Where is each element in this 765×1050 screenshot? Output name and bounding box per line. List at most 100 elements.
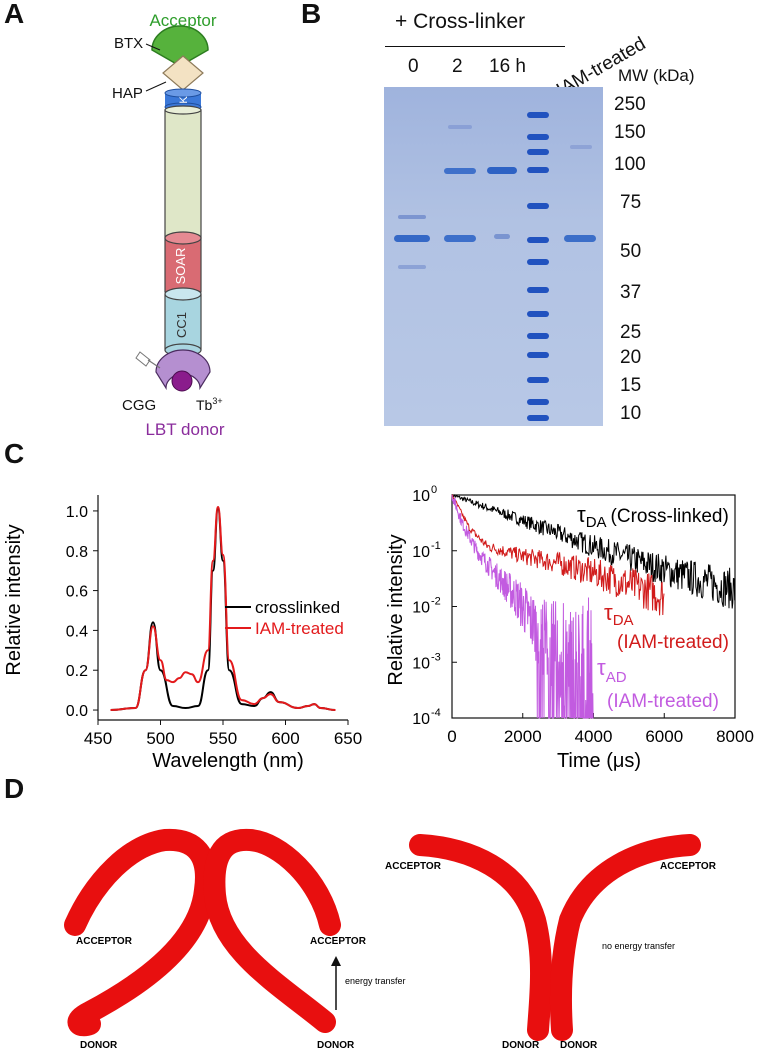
cgg-label: CGG	[122, 397, 156, 414]
ladder-band-60	[527, 237, 549, 243]
decay-ytick-label: 10	[412, 544, 430, 561]
donor-label-3: DONOR	[502, 1040, 540, 1050]
spectrum-xtick-label: 450	[84, 729, 112, 748]
emission-spectrum-chart: 450 500 550 600 650 0.0 0.2 0.4 0.6 0.8 1.0 Relati…	[3, 495, 362, 772]
tau-iam-da-label: τDA	[604, 600, 634, 629]
mw-37: 37	[620, 282, 642, 303]
decay-ylabel: Relative intensity	[385, 534, 407, 685]
donor-label-2: DONOR	[317, 1040, 355, 1050]
decay-xtick-label: 2000	[504, 727, 542, 746]
panel-letter-b: B	[301, 0, 322, 29]
ladder-band-125	[527, 149, 549, 155]
decay-trace	[451, 494, 594, 719]
decay-trace	[451, 493, 736, 609]
lane-0-label: 0	[408, 56, 419, 77]
legend-iam-treated: IAM-treated	[255, 619, 344, 638]
mw-100: 100	[614, 154, 646, 175]
energy-transfer-label: energy transfer	[345, 976, 406, 986]
band-lane0-faint	[398, 215, 426, 219]
acceptor-btx-shape	[151, 25, 209, 67]
lane-16h-label: 16 h	[489, 56, 526, 77]
decay-ytick-label: 10	[412, 655, 430, 672]
cc1-label: CC1	[174, 312, 189, 338]
stim1-body	[164, 109, 202, 239]
tau-crosslinked-label: τDA (Cross-linked)	[577, 502, 729, 531]
spectrum-ytick-label: 0.6	[66, 584, 88, 601]
acceptor-label-4: ACCEPTOR	[660, 861, 717, 872]
ladder-band-15	[527, 377, 549, 383]
ladder-band-100	[527, 167, 549, 173]
decay-xlabel: Time (μs)	[557, 750, 641, 772]
mw-250: 250	[614, 94, 646, 115]
btx-label: BTX	[114, 35, 143, 52]
decay-ytick-label: 10	[412, 488, 430, 505]
spectrum-ytick-label: 0.0	[66, 703, 88, 720]
spectrum-xtick-label: 650	[334, 729, 362, 748]
band-lane16-50	[494, 234, 510, 239]
band-iam-50	[564, 235, 596, 242]
decay-series-2	[451, 494, 594, 719]
donor-label-1: DONOR	[80, 1040, 118, 1050]
spectrum-xtick-label: 600	[271, 729, 299, 748]
band-lane2-100	[444, 168, 476, 174]
tb-ion	[171, 370, 193, 392]
spectrum-ytick-label: 0.4	[66, 623, 88, 640]
crosslinker-bracket	[385, 46, 565, 47]
acceptor-label: Acceptor	[149, 11, 216, 30]
spectrum-xtick-label: 500	[146, 729, 174, 748]
decay-xtick-label: 8000	[716, 727, 754, 746]
decay-ytick-exponent: 0	[431, 484, 437, 496]
lbt-donor-label: LBT donor	[145, 420, 224, 439]
ladder-band-20	[527, 352, 549, 358]
mw-15: 15	[620, 375, 642, 396]
decay-series-1	[451, 494, 665, 616]
decay-ytick-label: 10	[412, 711, 430, 728]
mw-20: 20	[620, 347, 642, 368]
decay-trace	[451, 494, 665, 616]
no-energy-transfer-label: no energy transfer	[602, 941, 675, 951]
structural-models: ACCEPTOR ACCEPTOR DONOR DONOR energy tra…	[64, 828, 717, 1050]
acceptor-label-2: ACCEPTOR	[310, 936, 367, 947]
band-lane2-faint	[448, 125, 472, 129]
decay-xtick-label: 6000	[645, 727, 683, 746]
mw-25: 25	[620, 322, 642, 343]
spectrum-ytick-label: 0.2	[66, 663, 88, 680]
band-lane0-50	[394, 235, 430, 242]
decay-series-0	[451, 493, 736, 609]
ladder-band-75	[527, 203, 549, 209]
crosslinker-label: + Cross-linker	[395, 10, 526, 33]
model-crosslinked: ACCEPTOR ACCEPTOR DONOR DONOR energy tra…	[64, 828, 406, 1050]
tb-label: Tb3+	[196, 396, 223, 413]
spectrum-xtick-label: 550	[209, 729, 237, 748]
ladder-band-25	[527, 333, 549, 339]
model-iam-treated: ACCEPTOR ACCEPTOR DONOR DONOR no energy …	[385, 834, 717, 1050]
decay-ytick-exponent: -2	[431, 596, 441, 608]
spectrum-legend: crosslinked IAM-treated	[225, 598, 344, 638]
decay-xtick-label: 4000	[575, 727, 613, 746]
spectrum-ylabel: Relative intensity	[3, 524, 25, 675]
donor-label-4: DONOR	[560, 1040, 598, 1050]
ladder-band-37	[527, 287, 549, 293]
acceptor-label-3: ACCEPTOR	[385, 861, 442, 872]
decay-ytick-exponent: -1	[431, 540, 441, 552]
construct-schematic: Acceptor BTX HAP K SOAR CC1 CGG Tb3+ LBT…	[112, 11, 225, 439]
ladder-band-10	[527, 415, 549, 421]
mw-150: 150	[614, 122, 646, 143]
tau-iam-ad-label: τAD	[597, 655, 627, 686]
ladder-band-150	[527, 134, 549, 140]
mw-10: 10	[620, 403, 642, 424]
decay-ytick-label: 10	[412, 600, 430, 617]
band-iam-faint	[570, 145, 592, 149]
spectrum-ytick-label: 0.8	[66, 544, 88, 561]
tau-iam-da-sub: (IAM-treated)	[617, 632, 729, 653]
lane-2-label: 2	[452, 56, 463, 77]
spectrum-series-1	[110, 505, 336, 712]
legend-crosslinked: crosslinked	[255, 598, 340, 617]
decay-ytick-exponent: -3	[431, 651, 441, 663]
soar-label: SOAR	[173, 248, 188, 285]
ladder-band-12	[527, 399, 549, 405]
panel-letter-d: D	[4, 773, 25, 804]
spectrum-ytick-label: 1.0	[66, 504, 88, 521]
band-lane16-100	[487, 167, 517, 174]
